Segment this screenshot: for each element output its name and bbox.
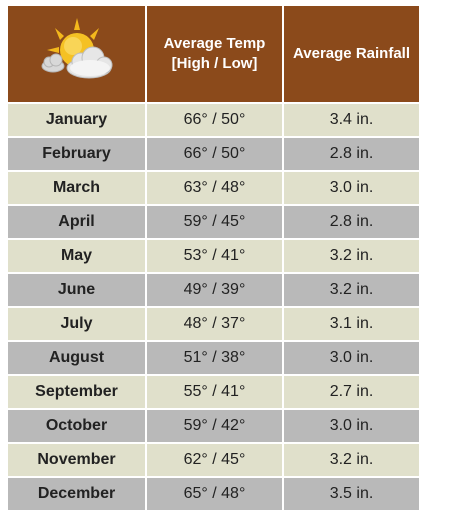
temp-cell: 59° / 42° xyxy=(145,408,284,444)
temp-cell: 59° / 45° xyxy=(145,204,284,240)
month-cell: July xyxy=(6,306,147,342)
table-body: January 66° / 50° 3.4 in. February 66° / 50°… xyxy=(6,102,421,512)
weather-table-container: Average Temp [High / Low] Average Rainfa… xyxy=(6,4,421,512)
temp-cell: 63° / 48° xyxy=(145,170,284,206)
header-average-rainfall: Average Rainfall xyxy=(282,4,421,104)
month-cell: June xyxy=(6,272,147,308)
temp-cell: 65° / 48° xyxy=(145,476,284,512)
rain-cell: 2.8 in. xyxy=(282,136,421,172)
month-cell: August xyxy=(6,340,147,376)
rain-cell: 3.2 in. xyxy=(282,238,421,274)
month-cell: April xyxy=(6,204,147,240)
table-row: December 65° / 48° 3.5 in. xyxy=(6,476,421,512)
month-cell: October xyxy=(6,408,147,444)
temp-cell: 53° / 41° xyxy=(145,238,284,274)
table-row: May 53° / 41° 3.2 in. xyxy=(6,238,421,274)
table-row: June 49° / 39° 3.2 in. xyxy=(6,272,421,308)
month-cell: September xyxy=(6,374,147,410)
sun-cloud-icon xyxy=(41,18,112,79)
rain-cell: 2.7 in. xyxy=(282,374,421,410)
table-header-row: Average Temp [High / Low] Average Rainfa… xyxy=(6,4,421,104)
table-row: April 59° / 45° 2.8 in. xyxy=(6,204,421,240)
temp-cell: 49° / 39° xyxy=(145,272,284,308)
temp-cell: 48° / 37° xyxy=(145,306,284,342)
table-row: August 51° / 38° 3.0 in. xyxy=(6,340,421,376)
temp-cell: 66° / 50° xyxy=(145,102,284,138)
rain-cell: 3.0 in. xyxy=(282,170,421,206)
temp-cell: 62° / 45° xyxy=(145,442,284,478)
rain-cell: 3.5 in. xyxy=(282,476,421,512)
table-row: November 62° / 45° 3.2 in. xyxy=(6,442,421,478)
table-row: October 59° / 42° 3.0 in. xyxy=(6,408,421,444)
rain-cell: 3.2 in. xyxy=(282,442,421,478)
temp-cell: 51° / 38° xyxy=(145,340,284,376)
rain-cell: 3.0 in. xyxy=(282,408,421,444)
month-cell: March xyxy=(6,170,147,206)
header-average-temp: Average Temp [High / Low] xyxy=(145,4,284,104)
weather-table: Average Temp [High / Low] Average Rainfa… xyxy=(6,4,421,512)
table-row: January 66° / 50° 3.4 in. xyxy=(6,102,421,138)
table-row: September 55° / 41° 2.7 in. xyxy=(6,374,421,410)
table-row: July 48° / 37° 3.1 in. xyxy=(6,306,421,342)
month-cell: December xyxy=(6,476,147,512)
rain-cell: 3.0 in. xyxy=(282,340,421,376)
temp-cell: 66° / 50° xyxy=(145,136,284,172)
header-temp-line1: Average Temp xyxy=(163,35,266,52)
table-row: February 66° / 50° 2.8 in. xyxy=(6,136,421,172)
month-cell: November xyxy=(6,442,147,478)
table-row: March 63° / 48° 3.0 in. xyxy=(6,170,421,206)
header-icon-cell xyxy=(6,4,147,104)
rain-cell: 3.4 in. xyxy=(282,102,421,138)
month-cell: May xyxy=(6,238,147,274)
rain-cell: 2.8 in. xyxy=(282,204,421,240)
month-cell: January xyxy=(6,102,147,138)
rain-cell: 3.1 in. xyxy=(282,306,421,342)
temp-cell: 55° / 41° xyxy=(145,374,284,410)
month-cell: February xyxy=(6,136,147,172)
header-temp-line2: [High / Low] xyxy=(171,55,258,72)
rain-cell: 3.2 in. xyxy=(282,272,421,308)
